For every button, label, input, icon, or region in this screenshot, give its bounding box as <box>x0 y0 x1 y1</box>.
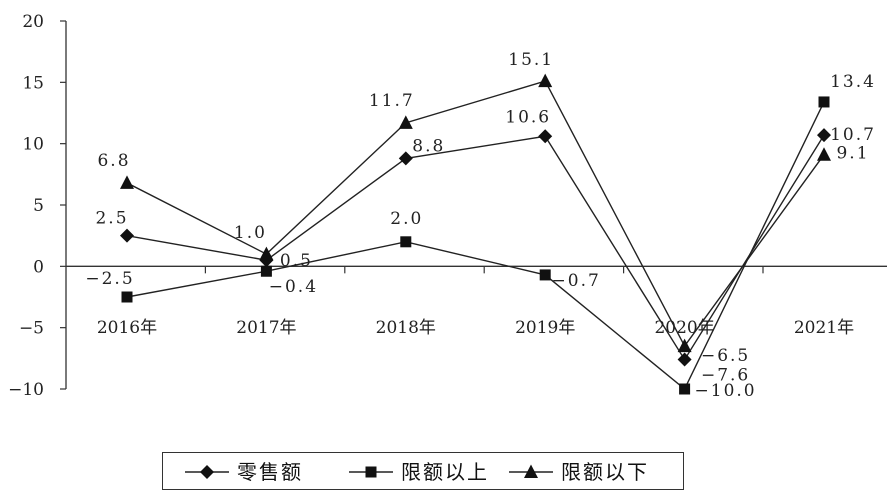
series-layer <box>120 73 831 395</box>
y-tick-label: −5 <box>19 319 44 339</box>
data-point <box>818 96 830 108</box>
data-point <box>121 291 133 303</box>
legend-label: 限额以下 <box>561 460 649 484</box>
x-tick-label: 2017年 <box>236 318 296 338</box>
data-label: 13.4 <box>830 72 876 92</box>
y-tick-label: 0 <box>33 257 44 277</box>
data-point <box>260 265 272 277</box>
data-point <box>400 236 412 248</box>
legend-items: 零售额 限额以上 限额以下 <box>185 460 649 484</box>
y-tick-label: 20 <box>22 12 44 32</box>
data-point <box>538 73 553 88</box>
data-label: 8.8 <box>412 136 445 156</box>
data-label: −6.5 <box>701 346 750 366</box>
data-label: 11.7 <box>369 91 415 111</box>
series-line <box>126 134 825 361</box>
data-point <box>677 352 692 367</box>
x-tick-label: 2021年 <box>794 318 854 338</box>
y-tick-label: 10 <box>22 135 44 155</box>
data-label: −0.4 <box>269 277 318 297</box>
data-label: 10.6 <box>505 107 551 127</box>
legend-item: 零售额 <box>185 460 303 484</box>
data-label: 1.0 <box>234 223 267 243</box>
x-tick-label: 2020年 <box>654 318 714 338</box>
data-label: 0.5 <box>280 251 313 271</box>
series-line <box>126 101 825 391</box>
data-point <box>817 147 831 161</box>
x-tick-label: 2016年 <box>97 318 157 338</box>
data-point <box>259 246 274 261</box>
legend-item: 限额以下 <box>509 460 649 484</box>
series-triangle <box>120 73 831 353</box>
data-label: −0.7 <box>552 271 601 291</box>
y-tick-label: 5 <box>33 196 44 216</box>
data-label: 6.8 <box>97 151 130 171</box>
legend-marker <box>365 466 377 478</box>
y-tick-labels: 20 15 10 5 0 −5 −10 <box>8 12 44 400</box>
data-point <box>538 129 553 144</box>
legend-label: 零售额 <box>237 460 303 484</box>
x-tick-labels: 2016年 2017年 2018年 2019年 2020年 2021年 <box>97 318 854 338</box>
chart-axes <box>60 20 887 390</box>
x-tick-label: 2018年 <box>376 318 436 338</box>
data-label: 10.7 <box>830 125 876 145</box>
legend-item: 限额以上 <box>349 460 489 484</box>
data-label: 2.0 <box>390 209 423 229</box>
data-label: −2.5 <box>85 269 134 289</box>
data-label: −10.0 <box>695 381 757 401</box>
legend-marker <box>524 464 538 478</box>
series-line <box>126 80 825 348</box>
data-label: 9.1 <box>836 144 869 164</box>
data-label: 2.5 <box>95 209 128 229</box>
legend-label: 限额以上 <box>401 460 489 484</box>
data-point <box>398 115 413 129</box>
data-point <box>817 128 831 143</box>
data-labels: 2.5 0.5 8.8 10.6 −7.6 10.7 −2.5 −0.4 2.0 −0.7 −10.… <box>85 50 876 401</box>
y-tick-label: 15 <box>22 73 44 93</box>
data-point <box>679 383 691 395</box>
x-tick-label: 2019年 <box>515 318 575 338</box>
legend: 零售额 限额以上 限额以下 <box>162 452 684 490</box>
series-diamond <box>120 128 831 367</box>
data-point <box>677 338 692 353</box>
data-label: 15.1 <box>508 50 554 70</box>
series-square <box>121 96 830 395</box>
y-tick-label: −10 <box>8 380 44 400</box>
data-point <box>398 151 413 166</box>
data-point <box>120 228 134 243</box>
data-point <box>539 269 551 281</box>
legend-marker <box>200 465 214 479</box>
data-label: −7.6 <box>701 366 750 386</box>
data-point <box>120 175 134 189</box>
